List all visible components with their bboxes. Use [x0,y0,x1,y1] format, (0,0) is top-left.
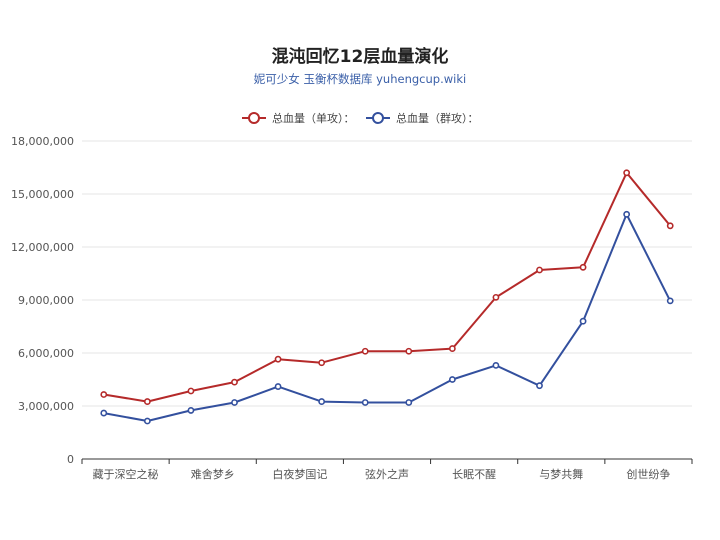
y-tick-label: 3,000,000 [18,400,74,413]
y-tick-label: 6,000,000 [18,347,74,360]
series-line-2 [103,213,672,422]
series-2-point [318,398,326,405]
y-tick-label: 12,000,000 [11,241,74,254]
series-2-point [492,361,500,369]
x-tick-label: 藏于深空之秘 [93,467,159,481]
series-1-point [492,293,500,301]
series-2-point [143,417,151,425]
series-1-point [100,391,108,398]
series-2-point [666,297,674,305]
series-line-1 [103,171,671,403]
series-2-point [274,383,282,390]
series-2-point [579,317,587,325]
legend-label-2: 总血量（群攻）： [396,111,479,125]
series-2-point [623,210,631,218]
series-2-point [361,399,369,406]
series-2-point [405,399,413,406]
x-tick-label: 与梦共舞 [539,468,583,481]
series-1-point [448,345,456,352]
series-2-point [536,382,543,390]
series-2-point [187,407,195,414]
legend-marker-2 [372,112,384,124]
series-1-point [405,347,413,355]
series-2-point [448,376,456,383]
y-tick-label: 9,000,000 [18,294,74,307]
legend-label-1: 总血量（单攻）： [272,111,355,125]
series-1-point [187,387,195,395]
series-1-point [666,222,674,230]
chart-title: 混沌回忆12层血量演化 [271,47,449,67]
series-1-point [318,359,326,367]
series-1-point [536,266,543,274]
x-tick-label: 长眠不醒 [452,468,496,481]
series-1-point [623,169,631,177]
series-1-point [143,398,151,405]
series-1-point [579,263,587,271]
series-1-point [231,378,238,386]
y-tick-label: 0 [67,453,74,466]
x-tick-label: 难舍梦乡 [191,467,235,481]
series-2-point [100,409,108,417]
series-1-point [361,347,369,355]
x-tick-label: 弦外之声 [365,467,409,481]
x-tick-label: 创世纷争 [626,467,670,481]
legend-marker-1 [248,112,260,124]
series-1-point [274,355,282,363]
chart-subtitle: 妮可少女 玉衡杯数据库 yuhengcup.wiki [253,72,467,86]
y-tick-label: 18,000,000 [11,135,74,148]
y-tick-label: 15,000,000 [11,188,74,201]
series-2-point [231,399,238,406]
x-tick-label: 白夜梦国记 [272,467,327,481]
